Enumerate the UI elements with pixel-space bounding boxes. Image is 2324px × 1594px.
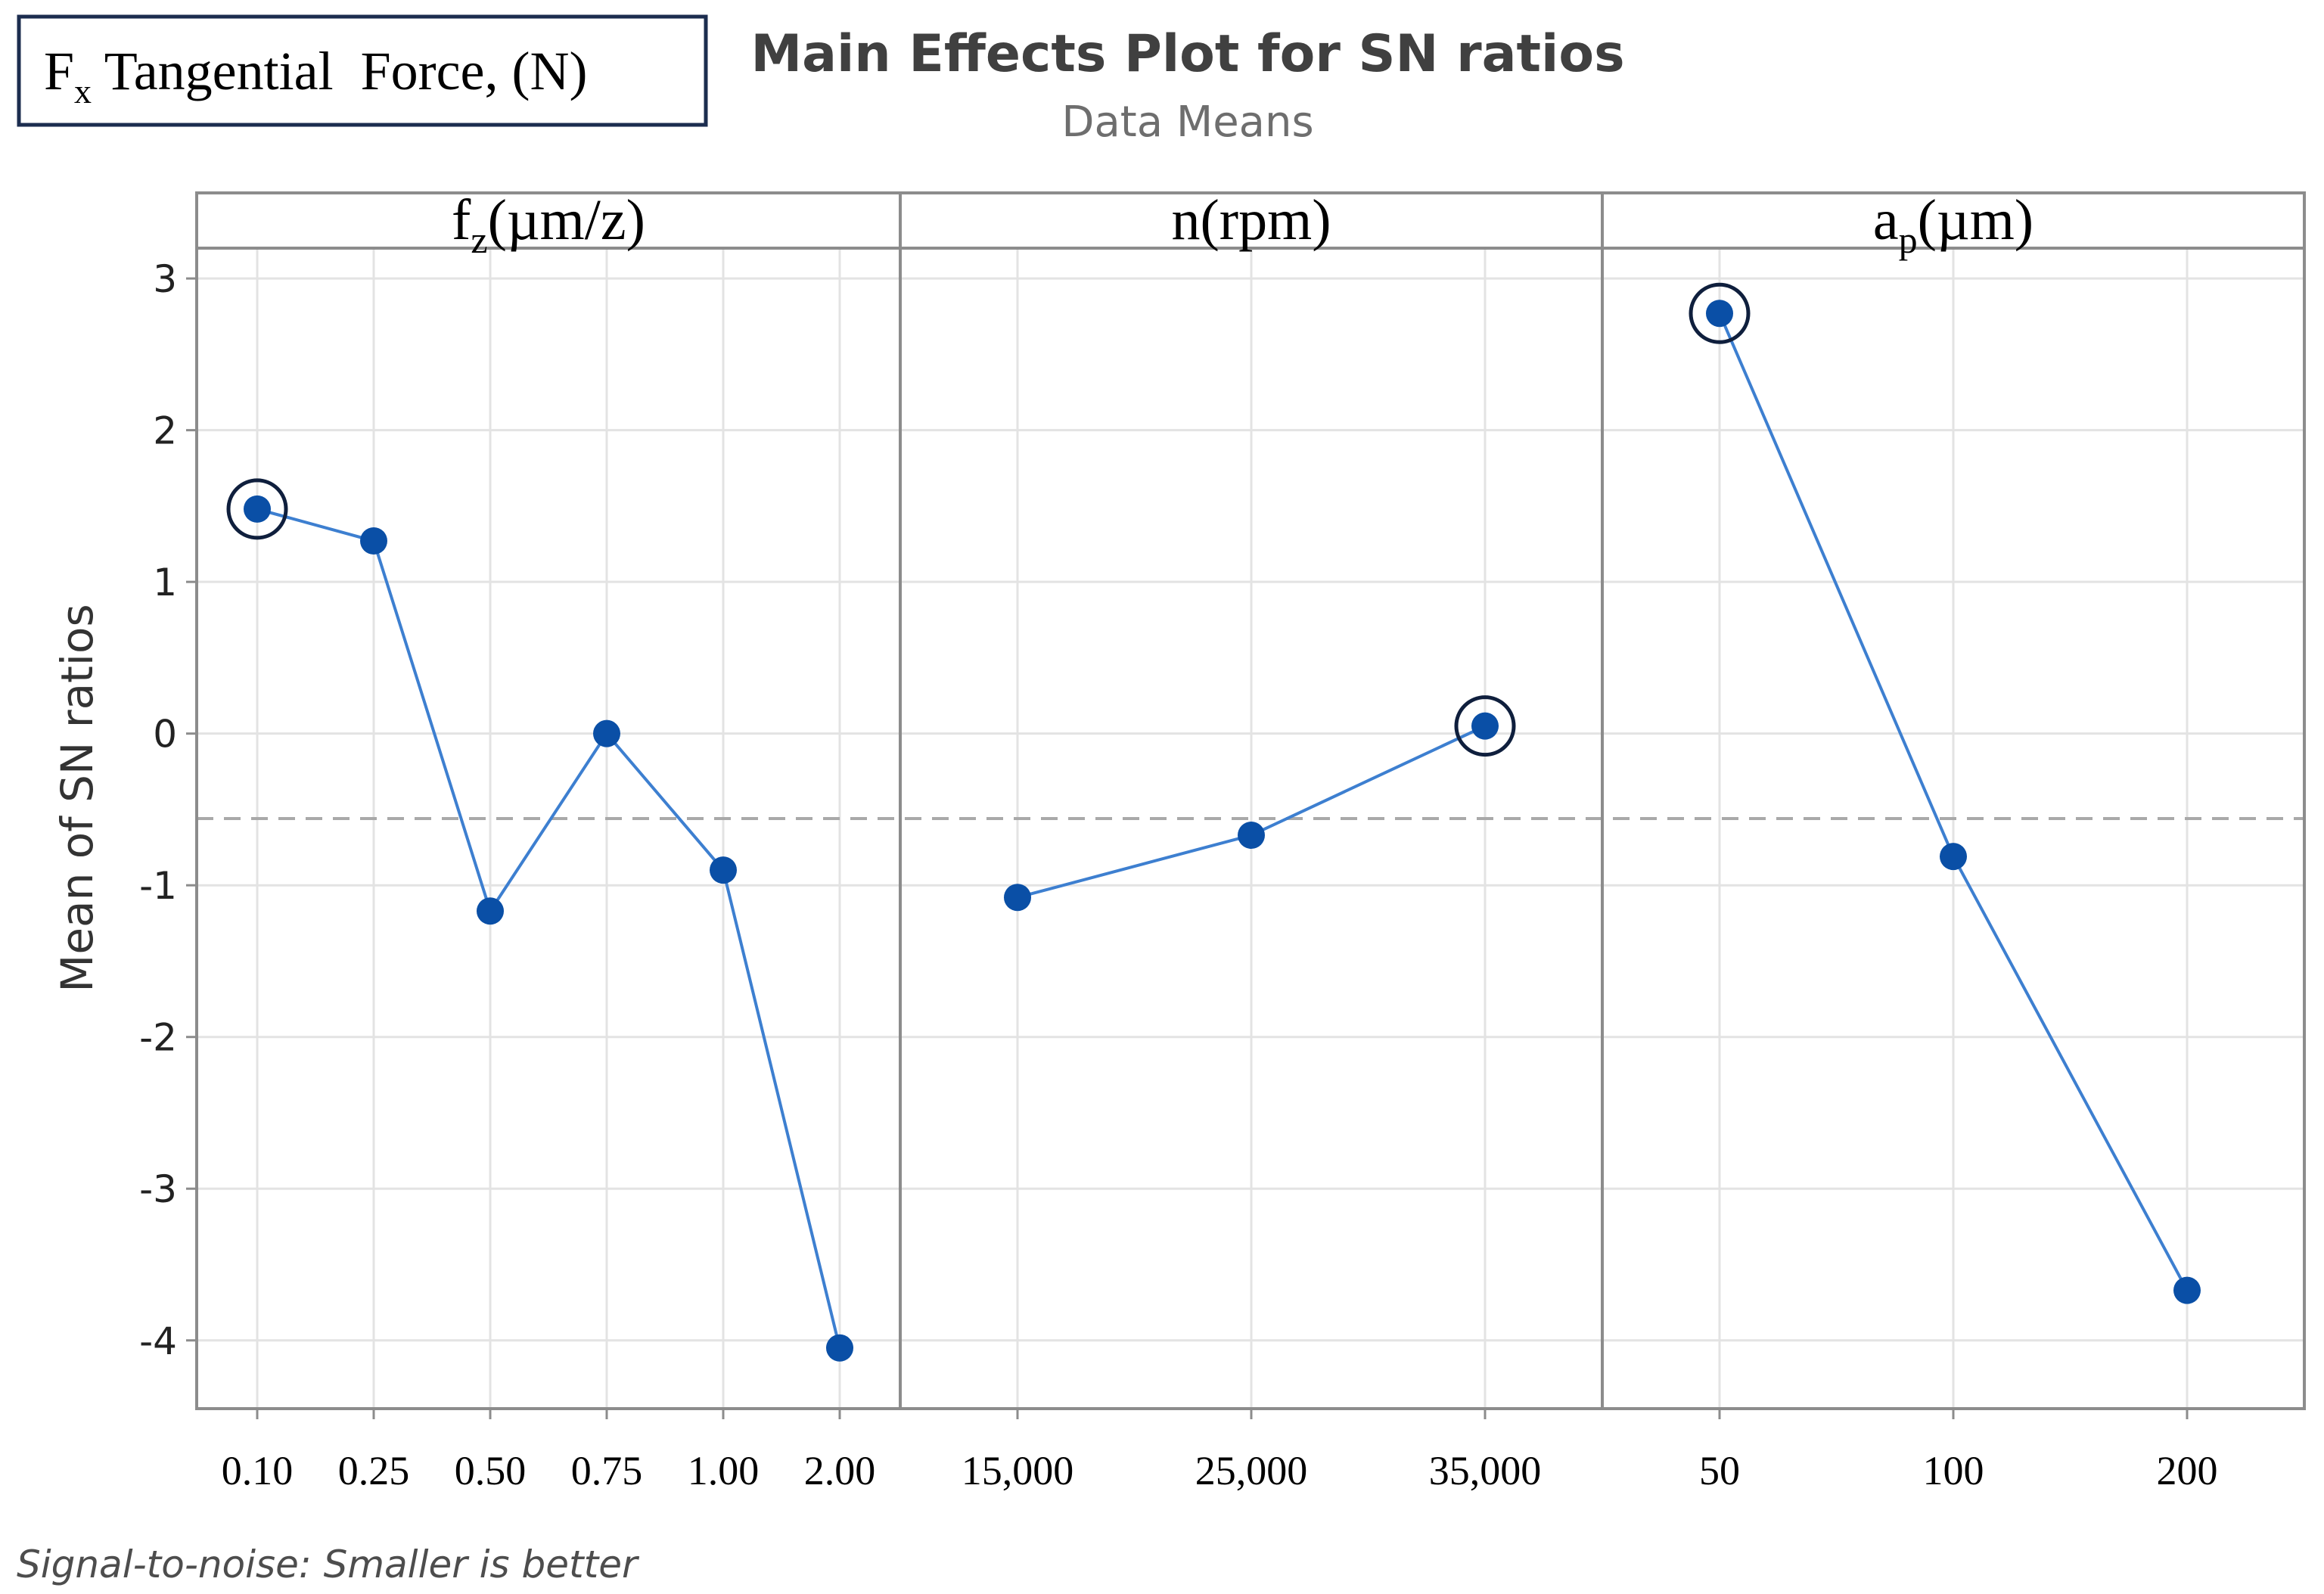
x-tick-label: 25,000: [1195, 1448, 1308, 1493]
panel-header-label: ap(µm): [1873, 188, 2034, 261]
x-tick-label: 2.00: [804, 1448, 876, 1493]
y-tick-label: 3: [153, 257, 177, 301]
data-point: [1238, 822, 1265, 850]
series-line: [256, 507, 841, 1349]
data-point: [593, 719, 620, 747]
data-point: [2173, 1276, 2201, 1304]
y-tick-label: -3: [139, 1167, 177, 1211]
data-point: [244, 495, 271, 523]
y-tick-label: 0: [153, 713, 177, 757]
label-box-frame: [17, 14, 708, 127]
x-tick-label: 0.75: [571, 1448, 643, 1493]
x-tick-labels: 0.10 0.25 0.50 0.75 1.00 2.00 15,000 25,000 35,0…: [222, 1409, 2218, 1493]
chart-title: Main Effects Plot for SN ratios: [750, 24, 1624, 84]
y-tick-labels: 3 2 1 0 -1 -2 -3 -4: [139, 257, 197, 1363]
chart-subtitle: Data Means: [1061, 98, 1313, 147]
x-tick-label: 15,000: [962, 1448, 1074, 1493]
optimal-level-highlight: [226, 478, 288, 540]
label-box-main: F: [44, 41, 74, 101]
response-label-box: Fx Tangential Force, (N): [17, 14, 708, 127]
data-point: [1940, 843, 1967, 871]
y-axis-label: Mean of SN ratios: [51, 604, 103, 992]
panel-headers: fz(µm/z) n(rpm) ap(µm): [452, 188, 2034, 261]
label-box-text: Fx Tangential Force, (N): [44, 41, 587, 110]
x-tick-label: 35,000: [1429, 1448, 1542, 1493]
y-tick-label: -4: [139, 1319, 177, 1363]
data-point: [1471, 712, 1499, 740]
data-point: [360, 527, 387, 555]
data-point: [710, 856, 737, 884]
y-tick-label: -2: [139, 1016, 177, 1060]
panel-header-label: n(rpm): [1171, 188, 1331, 252]
y-tick-label: 2: [153, 409, 177, 453]
x-tick-label: 0.25: [338, 1448, 410, 1493]
optimal-level-highlight: [1689, 282, 1751, 344]
data-point: [826, 1334, 853, 1362]
x-tick-label: 100: [1923, 1448, 1984, 1493]
series-layer: [226, 282, 2201, 1362]
label-box-rest: Tangential Force, (N): [92, 41, 587, 101]
panel-frame: [195, 191, 902, 1410]
optimal-level-highlight: [1454, 695, 1516, 757]
data-point: [1706, 300, 1733, 328]
grid-layer: [197, 248, 2304, 1409]
x-tick-label: 50: [1699, 1448, 1740, 1493]
data-point: [477, 897, 504, 925]
y-tick-label: 1: [153, 561, 177, 604]
panel-header-label: fz(µm/z): [452, 188, 645, 261]
label-box-sub: x: [74, 72, 92, 110]
y-tick-label: -1: [139, 864, 177, 908]
data-point: [1004, 884, 1031, 912]
x-tick-label: 1.00: [688, 1448, 760, 1493]
x-tick-label: 0.10: [222, 1448, 294, 1493]
x-tick-label: 0.50: [455, 1448, 527, 1493]
x-tick-label: 200: [2157, 1448, 2218, 1493]
footnote: Signal-to-noise: Smaller is better: [17, 1543, 640, 1586]
